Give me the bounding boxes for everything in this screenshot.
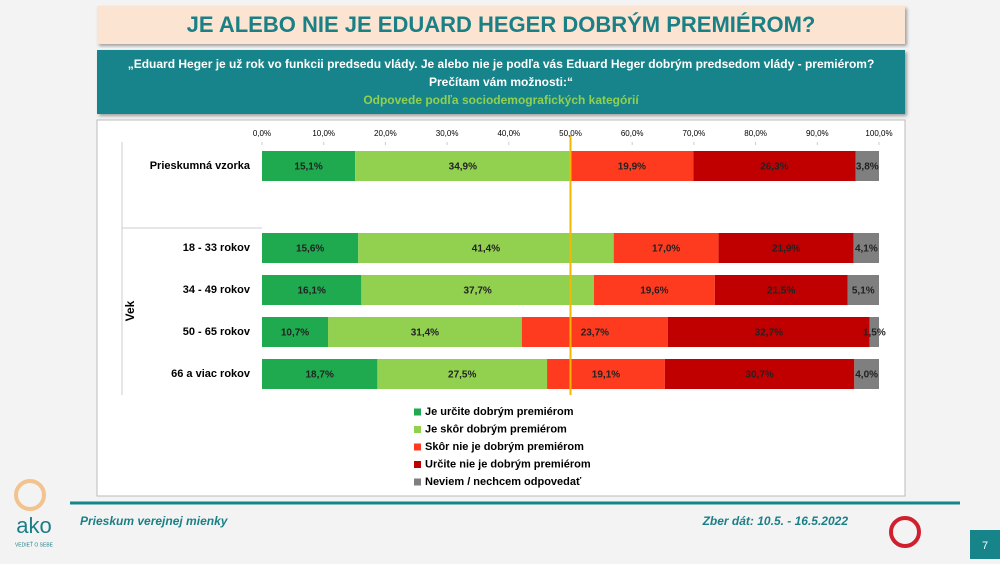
logo-tagline: VEDIEŤ O SEBE (15, 540, 54, 548)
chart-area (96, 119, 906, 497)
subtitle: Odpovede podľa sociodemografických kateg… (363, 93, 639, 107)
page-number-box (970, 530, 1000, 559)
question: Prečítam vám možnosti:“ (429, 75, 573, 89)
bar-segment (355, 151, 571, 181)
data-label: 1,5% (863, 328, 886, 339)
data-label: 21,5% (767, 286, 795, 297)
data-label: 30,7% (745, 370, 773, 381)
data-label: 37,7% (463, 286, 491, 297)
data-label: 3,8% (856, 162, 879, 173)
footer-left: Prieskum verejnej mienky (80, 514, 229, 528)
x-tick-label: 50,0% (559, 129, 582, 138)
legend-swatch (414, 426, 421, 433)
bar-segment (262, 359, 378, 389)
x-tick-label: 10,0% (312, 129, 335, 138)
data-label: 41,4% (472, 244, 500, 255)
data-label: 16,1% (297, 286, 325, 297)
data-label: 15,1% (294, 162, 322, 173)
question: „Eduard Heger je už rok vo funkcii preds… (128, 57, 875, 71)
category-label: 66 a viac rokov (171, 368, 251, 380)
chart-title: JE ALEBO NIE JE EDUARD HEGER DOBRÝM PREM… (187, 12, 816, 37)
category-label: 50 - 65 rokov (183, 326, 251, 338)
data-label: 34,9% (449, 162, 477, 173)
bar-segment (869, 317, 879, 347)
bar-segment (613, 233, 719, 263)
data-label: 32,7% (755, 328, 783, 339)
bar-segment (521, 317, 668, 347)
x-tick-label: 40,0% (497, 129, 520, 138)
page-number: 7 (982, 540, 988, 552)
bar-segment (262, 151, 356, 181)
x-tick-label: 0,0% (253, 129, 271, 138)
legend-label: Určite nie je dobrým premiérom (425, 458, 591, 470)
category-label: Prieskumná vzorka (150, 160, 251, 172)
legend-swatch (414, 478, 421, 486)
group-label: Vek (123, 300, 137, 321)
data-label: 15,6% (296, 244, 324, 255)
bar-segment (262, 317, 329, 347)
x-tick-label: 90,0% (806, 129, 829, 138)
legend-swatch (414, 408, 421, 416)
bar-segment (547, 359, 665, 389)
bar-segment (328, 317, 522, 347)
data-label: 10,7% (281, 328, 309, 339)
x-tick-label: 30,0% (436, 129, 459, 138)
x-tick-label: 70,0% (683, 129, 706, 138)
bar-segment (855, 151, 879, 181)
category-label: 18 - 33 rokov (183, 242, 251, 254)
data-label: 27,5% (448, 370, 476, 381)
legend-label: Je určite dobrým premiérom (425, 406, 574, 418)
bar-segment (714, 275, 848, 305)
x-tick-label: 100,0% (865, 129, 892, 138)
title-banner (97, 6, 905, 44)
bar-segment (262, 275, 362, 305)
bar-segment (664, 359, 855, 389)
data-label: 4,0% (855, 370, 878, 381)
legend-label: Skôr nie je dobrým premiérom (425, 441, 584, 453)
legend-swatch (414, 461, 421, 468)
data-label: 17,0% (652, 244, 680, 255)
bar-segment (262, 233, 359, 263)
legend-label: Je skôr dobrým premiérom (425, 423, 567, 435)
bar-segment (847, 275, 879, 305)
bar-segment (377, 359, 548, 389)
data-label: 26,3% (760, 162, 788, 173)
category-label: 34 - 49 rokov (183, 284, 251, 296)
bar-segment (570, 151, 694, 181)
data-label: 5,1% (852, 286, 875, 297)
logo: ako (16, 513, 51, 538)
data-label: 19,9% (618, 162, 646, 173)
brand-icon (889, 516, 921, 548)
bar-segment (853, 233, 879, 263)
x-tick-label: 20,0% (374, 129, 397, 138)
legend-swatch (414, 443, 421, 451)
bar-segment (718, 233, 854, 263)
data-label: 23,7% (581, 328, 609, 339)
legend-label: Neviem / nechcem odpovedať (425, 476, 582, 488)
question-box (97, 50, 905, 114)
bar-segment (361, 275, 594, 305)
bar-segment (593, 275, 715, 305)
x-tick-label: 80,0% (744, 129, 767, 138)
logo-icon (14, 479, 46, 511)
data-label: 21,9% (772, 244, 800, 255)
data-label: 19,1% (592, 370, 620, 381)
footer-right: Zber dát: 10.5. - 16.5.2022 (702, 514, 849, 528)
data-label: 4,1% (855, 244, 878, 255)
data-label: 19,6% (640, 286, 668, 297)
bar-segment (667, 317, 870, 347)
data-label: 18,7% (306, 370, 334, 381)
x-tick-label: 60,0% (621, 129, 644, 138)
data-label: 31,4% (411, 328, 439, 339)
bar-segment (693, 151, 856, 181)
bar-segment (854, 359, 879, 389)
